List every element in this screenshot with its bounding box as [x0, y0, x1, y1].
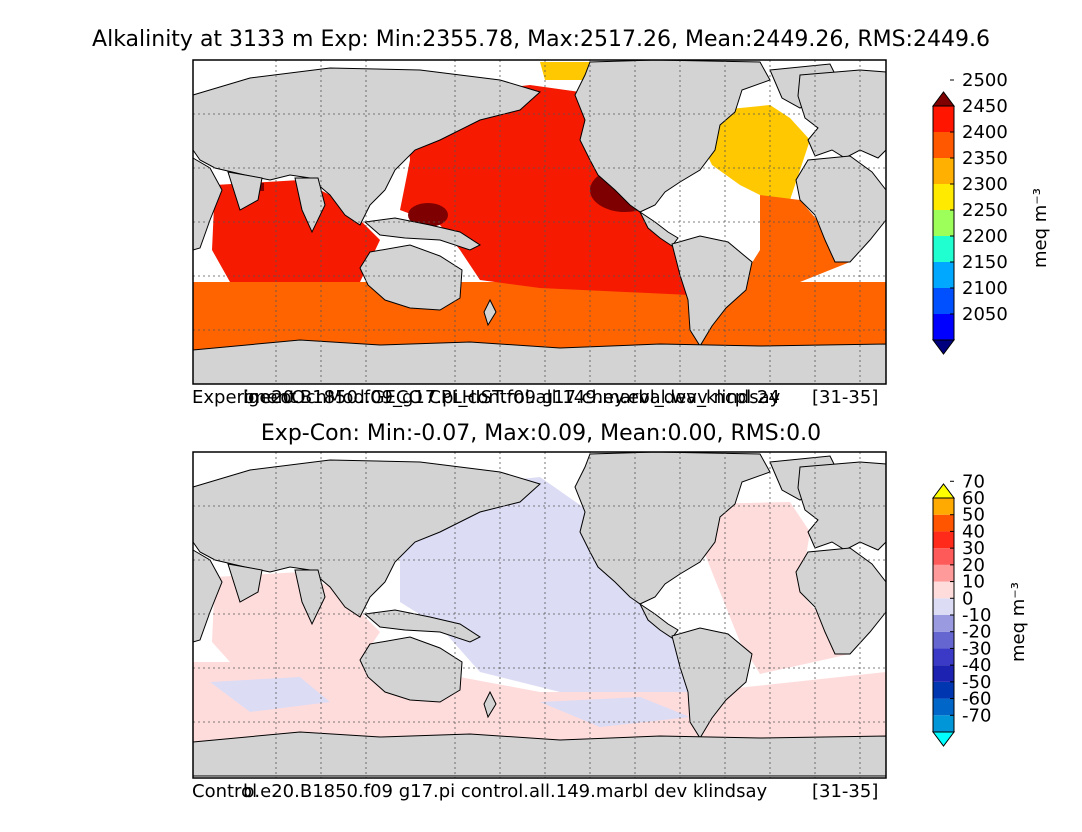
top-panel-title: Alkalinity at 3133 m Exp: Min:2355.78, M…	[92, 27, 990, 52]
bottom-colorbar-band	[933, 598, 954, 615]
bottom-colorbar-band	[933, 581, 954, 599]
top-colorbar-band	[933, 106, 954, 132]
bottom-colorbar-tick-label: 40	[962, 521, 985, 542]
top-colorbar-tick-label: 2050	[962, 304, 1008, 325]
bottom-colorbar-band	[933, 531, 954, 549]
bottom-footer-left: Control	[192, 781, 258, 802]
bottom-colorbar-band	[933, 648, 954, 666]
top-map	[192, 59, 887, 385]
bottom-colorbar-band	[933, 698, 954, 716]
bottom-colorbar-band	[933, 631, 954, 649]
top-colorbar-tick-label: 2300	[962, 174, 1008, 195]
bottom-colorbar-tick-label: -30	[962, 638, 991, 659]
top-colorbar-tick-label: 2400	[962, 122, 1008, 143]
top-colorbar-band	[933, 184, 954, 210]
top-colorbar-tick-label: 2150	[962, 252, 1008, 273]
top-west-pacific-max	[408, 203, 448, 227]
top-footer-center: gecoOcnMod.GECO CPLHIST.f09 g17.chey.eva…	[248, 387, 780, 408]
top-colorbar-tick-label: 2450	[962, 96, 1008, 117]
top-colorbar-extend-min	[932, 339, 955, 355]
bottom-south-indian-patch	[210, 677, 330, 712]
top-north-atlantic	[700, 105, 810, 200]
bottom-map	[192, 451, 887, 779]
bottom-colorbar-tick-label: 10	[962, 572, 985, 593]
top-colorbar-band	[933, 210, 954, 236]
top-footer-overlap: b.e20.B1850.f09_g17.pi_control.all.149.m…	[243, 387, 781, 408]
top-footer-right: [31-35]	[812, 387, 879, 408]
top-gridlines	[193, 60, 886, 384]
top-map-frame	[192, 59, 887, 385]
top-footer-left: Experiment	[192, 387, 297, 408]
top-colorbar-extend-max	[932, 91, 955, 107]
bottom-colorbar-band	[933, 681, 954, 699]
bottom-colorbar-tick-label: 30	[962, 538, 985, 559]
bottom-colorbar-tick-label: -50	[962, 672, 991, 693]
bottom-colorbar-unit: meq m⁻³	[1008, 582, 1029, 662]
top-colorbar-unit: meq m⁻³	[1030, 188, 1051, 268]
top-colorbar-tick-label: 2100	[962, 278, 1008, 299]
top-colorbar-band	[933, 288, 954, 314]
bottom-colorbar-band	[933, 548, 954, 565]
bottom-panel-title: Exp-Con: Min:-0.07, Max:0.09, Mean:0.00,…	[260, 421, 822, 446]
top-colorbar-tick-label: 2500	[962, 70, 1008, 91]
bottom-colorbar-tick-label: 20	[962, 555, 985, 576]
bottom-atlantic	[700, 502, 850, 674]
bottom-colorbar-tick-label: -10	[962, 605, 991, 626]
bottom-colorbar-tick-label: 60	[962, 488, 985, 509]
bottom-footer-right: [31-35]	[812, 781, 879, 802]
bottom-map-frame	[192, 451, 887, 779]
bottom-footer-center: b.e20.B1850.f09 g17.pi control.all.149.m…	[243, 781, 768, 802]
top-colorbar-tick-label: 2250	[962, 200, 1008, 221]
bottom-colorbar-band	[933, 498, 954, 515]
top-colorbar-tick-label: 2350	[962, 148, 1008, 169]
bottom-colorbar-band	[933, 514, 954, 532]
bottom-colorbar-tick-label: -70	[962, 705, 991, 726]
bottom-colorbar-band	[933, 615, 954, 632]
top-colorbar: 2050 2100 2150 2200 2250 2300 2350 2400 2450 2500	[932, 70, 1008, 355]
top-colorbar-band	[933, 236, 954, 262]
top-colorbar-band	[933, 314, 954, 340]
bottom-gridlines	[193, 452, 886, 778]
bottom-colorbar-tick-label: 70	[962, 471, 985, 492]
bottom-colorbar-tick-label: 50	[962, 505, 985, 526]
bottom-colorbar-tick-label: 0	[962, 588, 973, 609]
top-colorbar-band	[933, 158, 954, 184]
bottom-colorbar-extend-min	[932, 731, 955, 747]
bottom-colorbar-extend-max	[932, 483, 955, 499]
bottom-south-pacific-patch	[540, 697, 690, 727]
top-colorbar-frame	[932, 105, 955, 341]
top-arctic-patch	[540, 62, 590, 80]
top-colorbar-band	[933, 262, 954, 288]
bottom-colorbar-tick-label: -20	[962, 622, 991, 643]
bottom-colorbar-tick-label: -60	[962, 689, 991, 710]
top-south-atlantic	[740, 195, 850, 282]
bottom-colorbar-band	[933, 715, 954, 732]
top-colorbar-tick-label: 2200	[962, 226, 1008, 247]
top-colorbar-band	[933, 132, 954, 158]
bottom-colorbar-tick-label: -40	[962, 655, 991, 676]
bottom-colorbar-band	[933, 665, 954, 682]
bottom-colorbar-band	[933, 564, 954, 582]
